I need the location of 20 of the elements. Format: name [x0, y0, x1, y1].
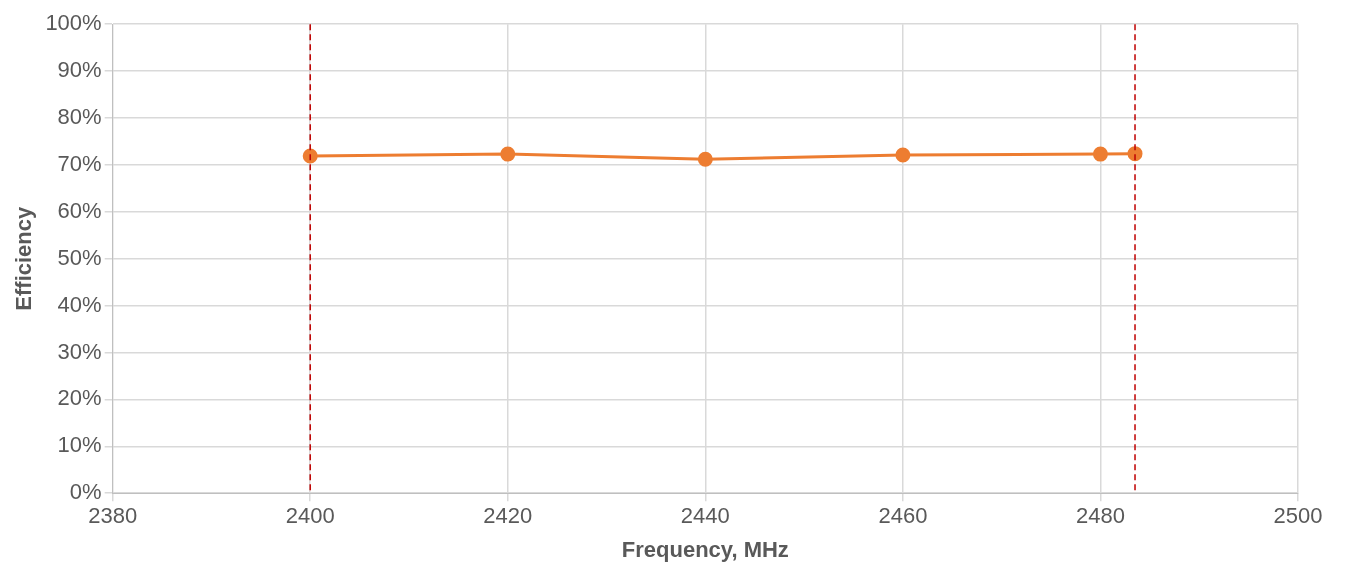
- x-axis-title: Frequency, MHz: [621, 536, 789, 562]
- y-tick-label: 30%: [57, 338, 102, 364]
- y-tick-label: 100%: [45, 10, 102, 36]
- y-tick-label: 10%: [57, 432, 102, 458]
- y-axis-title: Efficiency: [11, 205, 37, 311]
- y-tick-label: 0%: [69, 479, 102, 505]
- x-tick-label: 2400: [285, 503, 335, 529]
- y-tick-label: 90%: [57, 57, 102, 83]
- y-tick-label: 20%: [57, 385, 102, 411]
- y-tick-label: 40%: [57, 291, 102, 317]
- x-tick-label: 2460: [878, 503, 928, 529]
- y-tick-label: 50%: [57, 244, 102, 270]
- x-tick-label: 2440: [680, 503, 730, 529]
- y-tick-label: 60%: [57, 197, 102, 223]
- x-tick-label: 2500: [1273, 503, 1323, 529]
- x-tick-label: 2420: [483, 503, 533, 529]
- y-tick-label: 70%: [57, 150, 102, 176]
- x-tick-label: 2380: [88, 503, 138, 529]
- x-tick-label: 2480: [1075, 503, 1125, 529]
- y-tick-label: 80%: [57, 104, 102, 130]
